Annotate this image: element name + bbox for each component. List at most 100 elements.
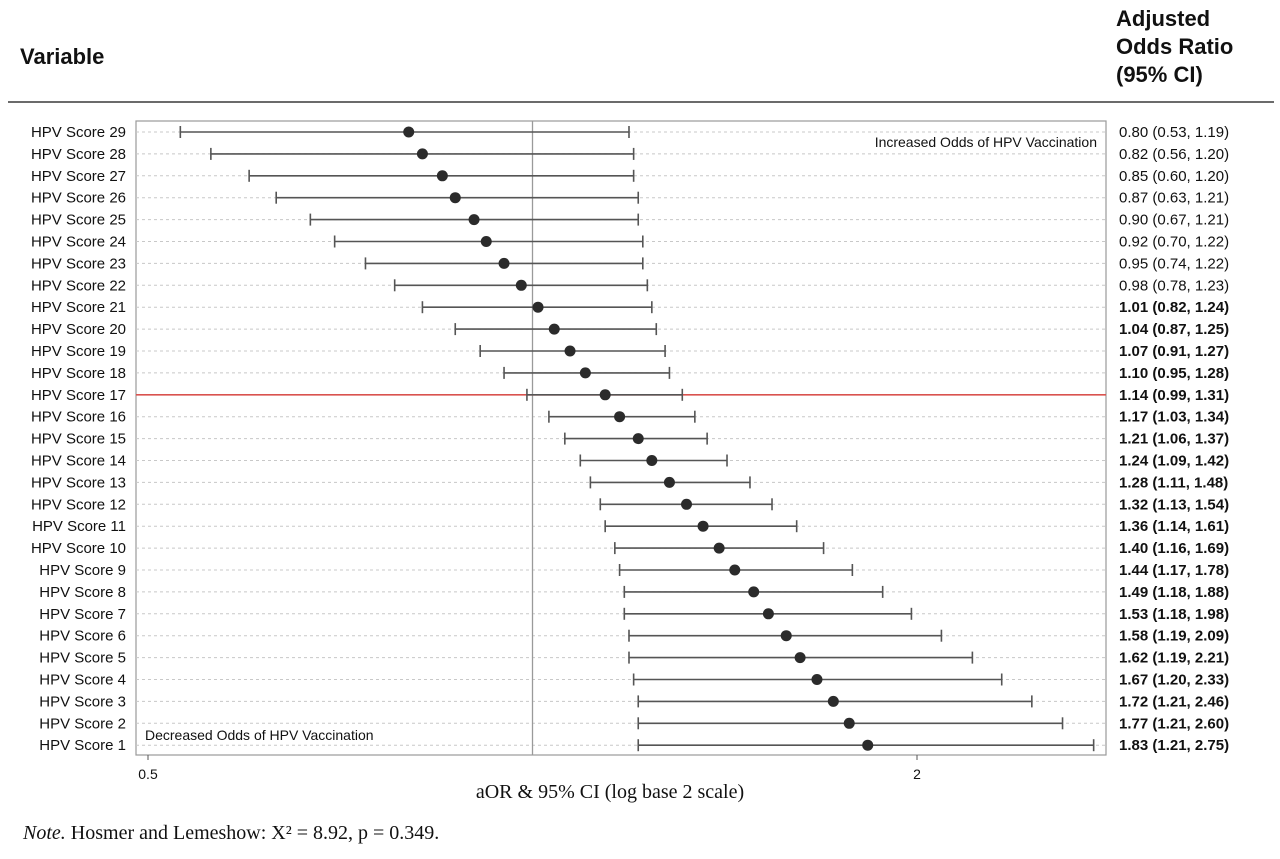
row-aor-value: 1.44 (1.17, 1.78)	[1119, 562, 1229, 579]
row-aor-value: 0.87 (0.63, 1.21)	[1119, 190, 1229, 207]
row-aor-value: 1.07 (0.91, 1.27)	[1119, 343, 1229, 360]
row-label: HPV Score 10	[31, 540, 126, 557]
row-label: HPV Score 26	[31, 190, 126, 207]
row-aor-value: 1.32 (1.13, 1.54)	[1119, 496, 1229, 513]
row-label: HPV Score 2	[39, 715, 126, 732]
point-estimate	[862, 739, 874, 751]
row-label: HPV Score 4	[39, 672, 126, 689]
row-label: HPV Score 27	[31, 168, 126, 185]
row-label: HPV Score 29	[31, 124, 126, 141]
row-aor-value: 1.83 (1.21, 2.75)	[1119, 737, 1229, 754]
point-estimate	[697, 520, 709, 532]
row-aor-value: 1.58 (1.19, 2.09)	[1119, 628, 1229, 645]
aor-header-line-1: Adjusted	[1116, 6, 1211, 31]
row-label: HPV Score 22	[31, 277, 126, 294]
row-label: HPV Score 15	[31, 431, 126, 448]
point-estimate	[548, 323, 560, 335]
row-aor-value: 0.80 (0.53, 1.19)	[1119, 124, 1229, 141]
row-label: HPV Score 24	[31, 234, 126, 251]
row-label: HPV Score 9	[39, 562, 126, 579]
point-estimate	[811, 674, 823, 685]
row-label: HPV Score 14	[31, 453, 126, 470]
row-label: HPV Score 11	[32, 518, 126, 535]
row-label: HPV Score 5	[39, 650, 126, 667]
row-aor-value: 1.49 (1.18, 1.88)	[1119, 584, 1229, 601]
row-aor-value: 1.53 (1.18, 1.98)	[1119, 606, 1229, 623]
row-label: HPV Score 7	[39, 606, 126, 623]
row-aor-value: 0.85 (0.60, 1.20)	[1119, 168, 1229, 185]
row-aor-value: 1.17 (1.03, 1.34)	[1119, 409, 1229, 426]
point-estimate	[416, 148, 428, 160]
row-label: HPV Score 23	[31, 255, 126, 272]
header-divider	[8, 101, 1274, 103]
point-estimate	[794, 652, 806, 664]
point-estimate	[614, 411, 626, 423]
row-label: HPV Score 6	[39, 628, 126, 645]
point-estimate	[713, 542, 725, 554]
row-aor-value: 1.04 (0.87, 1.25)	[1119, 321, 1229, 338]
aor-header-line-3: (95% CI)	[1116, 62, 1203, 87]
aor-header-line-2: Odds Ratio	[1116, 34, 1234, 59]
point-estimate	[681, 498, 693, 510]
point-estimate	[468, 214, 480, 226]
variable-column-header: Variable	[20, 44, 105, 69]
point-estimate	[498, 257, 510, 269]
point-estimate	[564, 345, 576, 357]
row-label: HPV Score 19	[31, 343, 126, 360]
point-estimate	[632, 433, 644, 445]
row-aor-value: 1.01 (0.82, 1.24)	[1119, 299, 1229, 316]
row-aor-value: 0.90 (0.67, 1.21)	[1119, 212, 1229, 229]
row-aor-value: 1.77 (1.21, 2.60)	[1119, 715, 1229, 732]
row-label: HPV Score 21	[31, 299, 126, 316]
point-estimate	[748, 586, 760, 598]
aor-column-header: Adjusted Odds Ratio (95% CI)	[1116, 5, 1233, 89]
row-aor-value: 0.98 (0.78, 1.23)	[1119, 277, 1229, 294]
row-aor-value: 1.28 (1.11, 1.48)	[1119, 474, 1228, 491]
row-label: HPV Score 28	[31, 146, 126, 163]
point-estimate	[843, 717, 855, 729]
point-estimate	[436, 170, 448, 182]
x-axis-title-text: aOR & 95% CI (log base 2 scale)	[475, 781, 745, 803]
point-estimate	[762, 608, 774, 620]
decreased-odds-annotation: Decreased Odds of HPV Vaccination	[145, 727, 374, 743]
row-label: HPV Score 25	[31, 212, 126, 229]
row-aor-value: 1.72 (1.21, 2.46)	[1119, 693, 1229, 710]
forest-plot: HPV Score 29 0.80 (0.53, 1.19) HPV Score 2…	[31, 120, 1229, 780]
row-label: HPV Score 16	[31, 409, 126, 426]
point-estimate	[579, 367, 591, 379]
footnote-text: Hosmer and Lemeshow: X² = 8.92, p = 0.34…	[65, 822, 440, 844]
row-label: HPV Score 1	[39, 737, 126, 754]
row-label: HPV Score 20	[31, 321, 126, 338]
point-estimate	[515, 279, 527, 291]
row-aor-value: 1.21 (1.06, 1.37)	[1119, 431, 1229, 448]
footnote-label: Note.	[23, 822, 66, 844]
point-estimate	[599, 389, 611, 401]
row-aor-value: 1.24 (1.09, 1.42)	[1119, 453, 1229, 470]
point-estimate	[532, 301, 544, 313]
point-estimate	[480, 236, 492, 247]
point-estimate	[827, 695, 839, 707]
row-aor-value: 0.92 (0.70, 1.22)	[1119, 234, 1229, 251]
row-aor-value: 1.67 (1.20, 2.33)	[1119, 672, 1229, 689]
row-label: HPV Score 17	[31, 387, 126, 404]
row-label: HPV Score 8	[39, 584, 126, 601]
plot-frame	[135, 120, 1107, 756]
x-tick-label: 2	[913, 766, 921, 780]
point-estimate	[780, 630, 792, 642]
row-aor-value: 1.36 (1.14, 1.61)	[1119, 518, 1229, 535]
point-estimate	[729, 564, 741, 576]
row-aor-value: 1.40 (1.16, 1.69)	[1119, 540, 1229, 557]
point-estimate	[663, 476, 675, 488]
increased-odds-annotation: Increased Odds of HPV Vaccination	[875, 134, 1097, 150]
row-aor-value: 1.10 (0.95, 1.28)	[1119, 365, 1229, 382]
point-estimate	[403, 126, 415, 138]
row-label: HPV Score 13	[31, 474, 126, 491]
row-aor-value: 0.82 (0.56, 1.20)	[1119, 146, 1229, 163]
row-label: HPV Score 12	[31, 496, 126, 513]
row-aor-value: 1.62 (1.19, 2.21)	[1119, 650, 1229, 667]
x-tick-label: 0.5	[138, 766, 158, 780]
point-estimate	[449, 192, 461, 204]
point-estimate	[646, 455, 658, 466]
row-label: HPV Score 18	[31, 365, 126, 382]
x-axis-title: aOR & 95% CI (log base 2 scale)	[0, 781, 1280, 804]
